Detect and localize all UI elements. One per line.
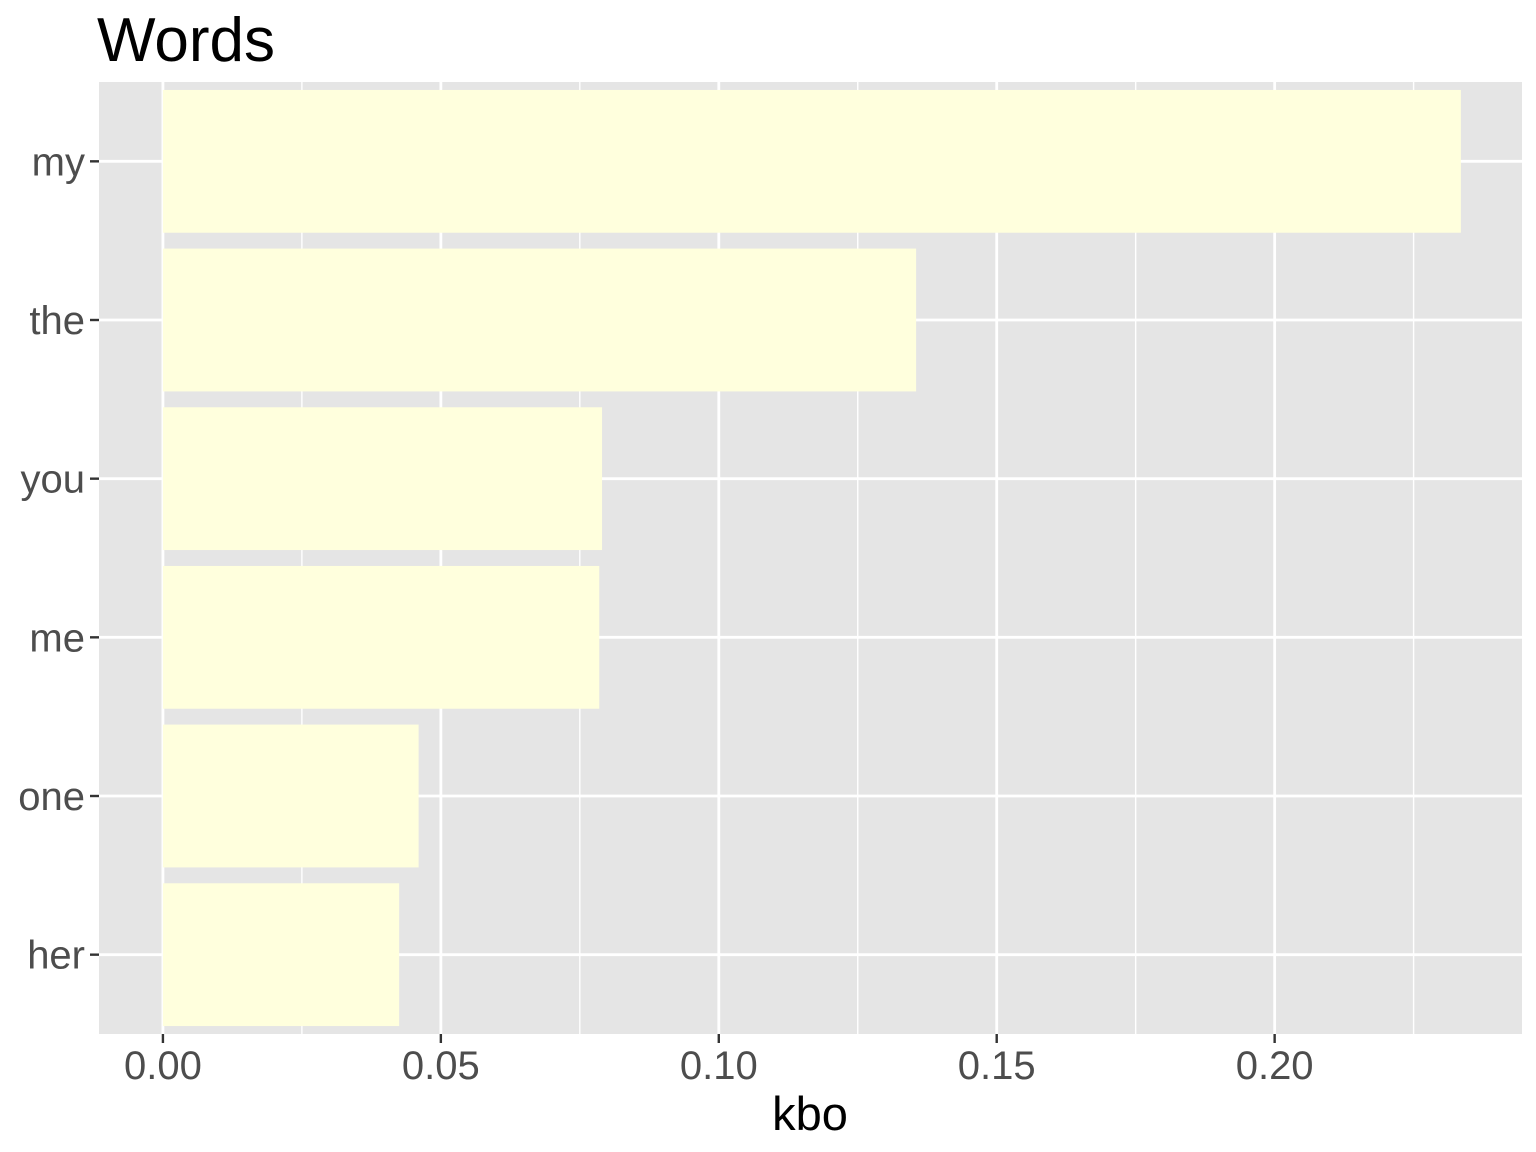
- bar-you: [162, 407, 603, 551]
- minor-gridlines: [301, 82, 1415, 1034]
- y-tick-label: the: [29, 299, 85, 343]
- bar-her: [162, 883, 400, 1027]
- x-tick-label: 0.10: [680, 1044, 758, 1088]
- x-axis: 0.00 0.05 0.10 0.15 0.20: [124, 1034, 1314, 1088]
- chart-title: Words: [97, 6, 275, 75]
- x-tick-label: 0.05: [402, 1044, 480, 1088]
- bar-me: [162, 565, 600, 709]
- x-tick-label: 0.15: [958, 1044, 1036, 1088]
- bar-one: [162, 724, 419, 868]
- y-tick-label: one: [18, 775, 85, 819]
- x-tick-label: 0.00: [124, 1044, 202, 1088]
- plot-panel: [99, 82, 1522, 1034]
- y-axis: my the you me one her: [18, 140, 99, 978]
- bar-the: [162, 248, 917, 392]
- x-axis-title: kbo: [772, 1087, 848, 1140]
- y-tick-label: you: [21, 458, 86, 502]
- y-tick-label: my: [32, 140, 85, 184]
- bar-my: [162, 89, 1461, 233]
- bars: [162, 89, 1461, 1027]
- x-tick-label: 0.20: [1236, 1044, 1314, 1088]
- y-tick-label: me: [29, 616, 85, 660]
- y-tick-label: her: [27, 934, 85, 978]
